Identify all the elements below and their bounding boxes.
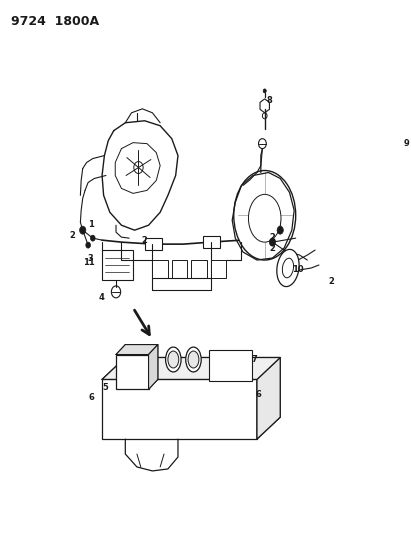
Ellipse shape	[277, 249, 299, 287]
Polygon shape	[116, 345, 158, 354]
Text: 2: 2	[328, 277, 335, 286]
Text: 5: 5	[102, 383, 108, 392]
Polygon shape	[102, 358, 280, 379]
Text: 11: 11	[83, 257, 95, 266]
Bar	[152, 260, 168, 278]
Text: 8: 8	[267, 96, 272, 106]
Bar	[102, 250, 133, 280]
Ellipse shape	[186, 347, 201, 372]
Ellipse shape	[249, 195, 281, 242]
Text: 6: 6	[256, 390, 262, 399]
Text: 1: 1	[88, 220, 94, 229]
Text: 2: 2	[269, 244, 275, 253]
Text: 3: 3	[87, 254, 93, 263]
Bar	[172, 260, 187, 278]
Circle shape	[263, 89, 266, 93]
Text: 2: 2	[269, 232, 275, 241]
Ellipse shape	[166, 347, 181, 372]
Circle shape	[269, 238, 275, 246]
Polygon shape	[257, 358, 280, 439]
Circle shape	[80, 226, 86, 234]
Polygon shape	[148, 345, 158, 389]
Text: 9: 9	[404, 139, 409, 148]
Circle shape	[90, 235, 95, 241]
Bar	[209, 350, 252, 382]
Bar	[203, 236, 220, 248]
Circle shape	[86, 242, 90, 248]
Text: 2: 2	[141, 236, 147, 245]
Text: 4: 4	[99, 293, 104, 302]
Text: 7: 7	[251, 355, 257, 364]
Bar	[191, 260, 207, 278]
Bar	[145, 238, 162, 250]
Ellipse shape	[188, 351, 199, 368]
Text: 6: 6	[88, 393, 95, 402]
Ellipse shape	[234, 171, 296, 260]
Text: 9724  1800A: 9724 1800A	[11, 15, 99, 28]
Text: 10: 10	[292, 265, 303, 274]
Bar	[210, 260, 226, 278]
Bar	[102, 379, 257, 439]
Ellipse shape	[168, 351, 179, 368]
Circle shape	[277, 226, 283, 234]
Bar	[116, 354, 148, 389]
Text: 2: 2	[70, 231, 76, 240]
Ellipse shape	[282, 258, 293, 278]
